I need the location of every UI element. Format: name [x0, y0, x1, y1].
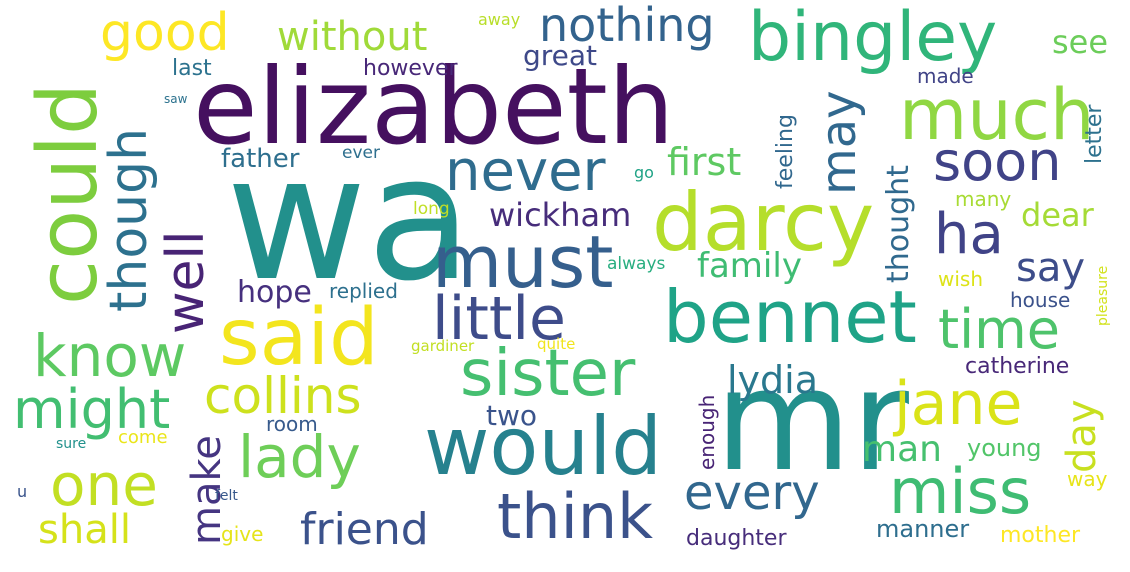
word-pleasure: pleasure: [1095, 265, 1111, 326]
word-wa: wa: [226, 118, 473, 319]
word-think: think: [497, 480, 654, 553]
word-two: two: [486, 399, 538, 432]
word-darcy: darcy: [652, 176, 875, 269]
word-letter: letter: [1082, 104, 1107, 164]
word-lady: lady: [238, 423, 361, 491]
word-soon: soon: [933, 130, 1062, 193]
word-enough: enough: [695, 394, 719, 470]
word-felt: felt: [215, 488, 238, 504]
word-jane: jane: [894, 369, 1023, 439]
word-see: see: [1052, 23, 1109, 61]
word-good: good: [100, 3, 230, 63]
word-without: without: [277, 14, 428, 60]
word-know: know: [33, 322, 187, 390]
word-well: well: [156, 230, 216, 334]
word-gardiner: gardiner: [411, 337, 475, 355]
word-always: always: [607, 254, 666, 274]
word-wickham: wickham: [489, 196, 632, 234]
word-family: family: [697, 246, 802, 286]
word-lydia: lydia: [727, 358, 819, 402]
word-sure: sure: [56, 436, 87, 452]
word-first: first: [667, 140, 742, 184]
word-away: away: [478, 10, 521, 29]
word-made: made: [917, 64, 974, 88]
word-u: u: [17, 482, 28, 501]
word-every: every: [684, 465, 820, 521]
word-thought: thought: [881, 165, 916, 283]
word-must: must: [432, 220, 614, 304]
word-shall: shall: [38, 507, 131, 553]
word-friend: friend: [300, 504, 429, 555]
word-might: might: [13, 378, 171, 441]
word-feeling: feeling: [773, 114, 798, 189]
word-great: great: [523, 39, 598, 72]
word-ha: ha: [934, 202, 1004, 267]
word-manner: manner: [876, 515, 970, 543]
word-however: however: [363, 56, 458, 81]
word-would: would: [424, 400, 663, 493]
word-dear: dear: [1021, 196, 1094, 234]
word-young: young: [967, 434, 1042, 462]
word-may: may: [811, 90, 867, 195]
word-could: could: [21, 82, 116, 305]
word-say: say: [1016, 245, 1086, 291]
word-said: said: [219, 293, 379, 383]
word-last: last: [172, 56, 212, 81]
word-house: house: [1010, 288, 1071, 312]
word-elizabeth: elizabeth: [193, 46, 675, 168]
word-hope: hope: [237, 275, 312, 310]
word-mother: mother: [1000, 523, 1081, 548]
word-give: give: [221, 522, 264, 546]
word-much: much: [899, 74, 1095, 156]
word-many: many: [955, 187, 1012, 211]
word-never: never: [445, 139, 606, 204]
word-bingley: bingley: [748, 0, 998, 77]
word-catherine: catherine: [965, 354, 1070, 379]
word-wish: wish: [938, 267, 984, 291]
word-man: man: [862, 429, 942, 470]
word-daughter: daughter: [686, 526, 787, 551]
word-replied: replied: [329, 279, 398, 303]
word-nothing: nothing: [539, 0, 715, 52]
word-quite: quite: [537, 335, 576, 353]
word-miss: miss: [889, 455, 1032, 528]
word-sister: sister: [460, 337, 636, 411]
word-saw: saw: [164, 92, 188, 106]
word-bennet: bennet: [663, 275, 917, 359]
word-time: time: [938, 298, 1061, 361]
word-father: father: [221, 144, 300, 174]
word-way: way: [1067, 467, 1108, 491]
word-come: come: [118, 427, 168, 448]
word-little: little: [432, 284, 566, 354]
word-one: one: [50, 451, 158, 519]
word-long: long: [413, 199, 450, 219]
word-ever: ever: [342, 143, 380, 163]
word-room: room: [266, 412, 318, 436]
word-though: though: [99, 127, 159, 312]
word-day: day: [1059, 399, 1105, 473]
word-collins: collins: [204, 367, 362, 425]
word-mr: mr: [715, 340, 909, 503]
word-go: go: [634, 163, 654, 182]
